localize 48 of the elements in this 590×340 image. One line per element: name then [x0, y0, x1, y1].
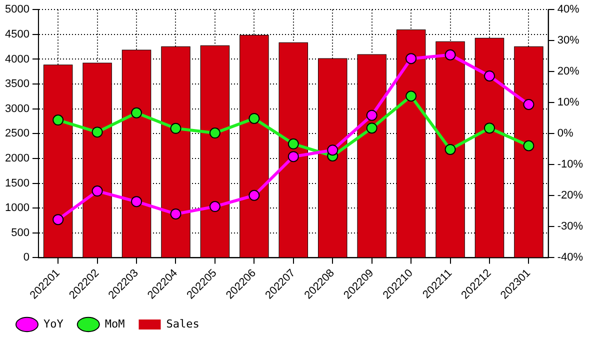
y2-tick-label: 40% [557, 4, 580, 16]
point [484, 122, 495, 134]
y2-tick-label: -30% [557, 220, 584, 233]
point [248, 112, 260, 124]
point [209, 128, 220, 139]
y-tick-label: 500 [11, 226, 30, 239]
point [406, 53, 417, 64]
point [327, 144, 338, 156]
point [484, 70, 495, 82]
point [52, 114, 64, 126]
point [288, 138, 299, 150]
point [523, 140, 534, 152]
legend-label: MoM [104, 317, 126, 330]
y-tick-label: 4500 [4, 28, 30, 40]
point [92, 126, 103, 138]
point [288, 151, 299, 162]
point [248, 190, 260, 201]
point [366, 110, 378, 121]
y-tick-label: 3500 [4, 78, 30, 90]
y-tick-label: 3000 [4, 102, 30, 115]
y-tick-label: 5000 [4, 4, 30, 16]
y2-tick-label: -40% [557, 252, 584, 264]
y-tick-label: 2000 [4, 152, 30, 164]
point [131, 107, 142, 118]
point [444, 144, 456, 155]
y2-tick-label: -20% [557, 190, 584, 202]
point [52, 214, 64, 226]
point [366, 122, 378, 134]
y-tick-label: 4000 [4, 53, 30, 66]
point [170, 122, 182, 134]
y2-tick-label: -10% [557, 158, 584, 171]
point [170, 208, 182, 220]
y-tick-label: 1500 [4, 177, 30, 190]
y2-tick-label: 20% [557, 66, 580, 78]
point [209, 201, 220, 212]
y-tick-label: 0 [23, 252, 30, 264]
y2-tick-label: 30% [557, 34, 580, 47]
point [92, 186, 103, 197]
y-tick-label: 2500 [4, 128, 30, 140]
point [406, 90, 417, 102]
legend-label: YoY [44, 317, 64, 330]
y2-tick-label: 0% [557, 128, 574, 140]
point [131, 196, 142, 208]
y2-tick-label: 10% [557, 96, 580, 109]
point [523, 99, 534, 110]
legend-label: Sales [166, 317, 200, 330]
point [444, 49, 456, 60]
y-tick-label: 1000 [4, 202, 30, 214]
